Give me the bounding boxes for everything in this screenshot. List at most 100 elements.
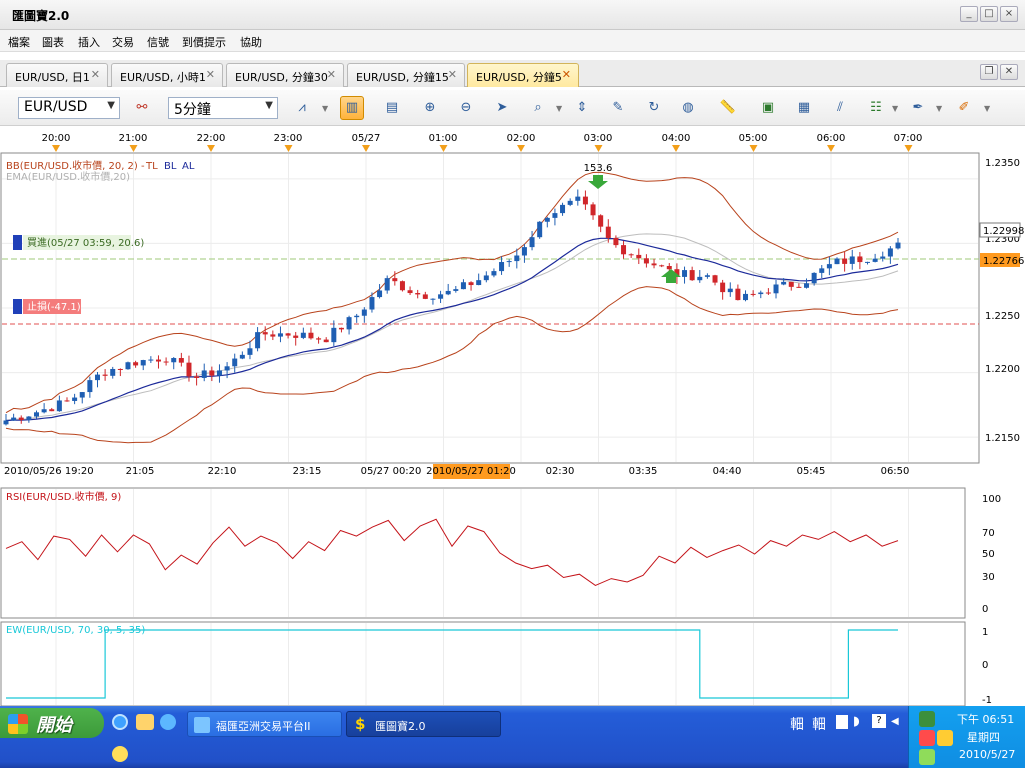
candle-body bbox=[460, 282, 466, 290]
security-icon[interactable] bbox=[919, 730, 935, 746]
fullwidth-icon[interactable] bbox=[836, 715, 848, 729]
candle-body bbox=[377, 290, 383, 298]
task-label: 福匯亞洲交易平台II bbox=[216, 720, 311, 733]
dropdown-arrow-icon[interactable]: ▼ bbox=[556, 104, 563, 113]
dropdown-arrow-icon[interactable]: ▼ bbox=[322, 104, 329, 113]
restore-chart-button[interactable]: ❐ bbox=[980, 64, 998, 80]
ie-icon[interactable] bbox=[112, 714, 128, 730]
time-marker-icon bbox=[129, 145, 138, 152]
buy-arrow-icon[interactable] bbox=[661, 269, 681, 283]
candle-body bbox=[140, 360, 146, 366]
dropdown-arrow-icon[interactable]: ▼ bbox=[936, 104, 943, 113]
stop-loss-label: 止損(-47.1) bbox=[27, 300, 81, 313]
clock-time[interactable]: 下午 06:51 bbox=[957, 713, 1015, 726]
layout-icon[interactable]: ☷ bbox=[870, 100, 882, 115]
help-icon[interactable]: ? bbox=[872, 714, 886, 728]
globe-icon[interactable]: ◍ bbox=[682, 100, 694, 115]
current-price-label: 1.22998 bbox=[983, 226, 1024, 237]
candle-body bbox=[415, 293, 421, 295]
close-icon[interactable]: ✕ bbox=[205, 68, 215, 81]
tab-eurusd-m15[interactable]: EUR/USD, 分鐘15 ✕ bbox=[347, 63, 465, 87]
rsi-axis: 100 70 50 30 0 bbox=[982, 494, 1001, 615]
sell-arrow-icon[interactable] bbox=[588, 175, 608, 189]
menu-chart[interactable]: 圖表 bbox=[42, 36, 64, 49]
menu-alert[interactable]: 到價提示 bbox=[182, 36, 226, 49]
tab-eurusd-d1[interactable]: EUR/USD, 日1 ✕ bbox=[6, 63, 108, 87]
menu-trade[interactable]: 交易 bbox=[112, 36, 134, 49]
maximize-button[interactable]: □ bbox=[980, 6, 998, 22]
punctuation-icon[interactable]: ◗ bbox=[853, 714, 860, 729]
candle-body bbox=[506, 261, 512, 263]
candle-body bbox=[689, 270, 695, 281]
cursor-icon[interactable]: ➤ bbox=[496, 100, 508, 115]
close-icon[interactable]: ✕ bbox=[561, 68, 571, 81]
close-icon[interactable]: ✕ bbox=[326, 68, 336, 81]
tab-eurusd-h1[interactable]: EUR/USD, 小時1 ✕ bbox=[111, 63, 223, 87]
minimize-button[interactable]: _ bbox=[960, 6, 978, 22]
candle-body bbox=[643, 258, 649, 264]
media-icon[interactable] bbox=[112, 746, 128, 762]
alert-icon[interactable] bbox=[937, 730, 953, 746]
chart-area[interactable]: 20:00 21:00 22:00 23:00 05/27 01:00 02:0… bbox=[0, 128, 1025, 706]
candle-body bbox=[857, 256, 863, 263]
stop-marker-icon[interactable] bbox=[13, 299, 22, 314]
zoom-out-icon[interactable]: ⊖ bbox=[460, 100, 472, 115]
messenger-icon[interactable] bbox=[136, 714, 154, 730]
task-trading-platform[interactable]: 福匯亞洲交易平台II bbox=[187, 711, 342, 737]
rsi-line bbox=[5, 518, 899, 586]
tab-label: EUR/USD, 分鐘15 bbox=[356, 71, 449, 84]
task-chart-app[interactable]: $ 匯圖寶2.0 bbox=[346, 711, 501, 737]
menu-help[interactable]: 協助 bbox=[240, 36, 262, 49]
browser-icon[interactable] bbox=[160, 714, 176, 730]
network-icon[interactable] bbox=[919, 711, 935, 727]
ew-legend: EW(EUR/USD, 70, 30, 5, 35) bbox=[6, 625, 145, 636]
crosshair-zoom-icon[interactable]: ⌕ bbox=[534, 100, 542, 115]
refresh-icon[interactable]: ↻ bbox=[648, 100, 660, 115]
menu-file[interactable]: 檔案 bbox=[8, 36, 30, 49]
candle-body bbox=[598, 215, 604, 227]
dropdown-arrow-icon[interactable]: ▼ bbox=[984, 104, 991, 113]
candle-body bbox=[18, 417, 24, 421]
bar-chart-icon[interactable]: ▥ bbox=[340, 96, 364, 120]
candle-body bbox=[110, 368, 116, 376]
time-markers bbox=[52, 145, 913, 152]
brush-icon[interactable]: ✐ bbox=[958, 100, 970, 115]
candle-body bbox=[682, 270, 688, 277]
zoom-in-icon[interactable]: ⊕ bbox=[424, 100, 436, 115]
edit-icon[interactable]: ✎ bbox=[612, 100, 624, 115]
buy-marker-icon[interactable] bbox=[13, 235, 22, 250]
symbol-select[interactable]: EUR/USD ▼ bbox=[18, 97, 120, 119]
close-chart-button[interactable]: ✕ bbox=[1000, 64, 1018, 80]
language-arrow-icon[interactable]: ◀ bbox=[891, 716, 899, 727]
time-label: 02:00 bbox=[507, 133, 536, 144]
move-icon[interactable]: ⇕ bbox=[576, 100, 588, 115]
ew-tick: 1 bbox=[982, 627, 988, 638]
tab-eurusd-m30[interactable]: EUR/USD, 分鐘30 ✕ bbox=[226, 63, 344, 87]
tab-eurusd-m5[interactable]: EUR/USD, 分鐘5 ✕ bbox=[467, 63, 579, 87]
ruler-icon[interactable]: 📏 bbox=[719, 100, 737, 115]
close-icon[interactable]: ✕ bbox=[90, 68, 100, 81]
image-icon[interactable]: ▣ bbox=[761, 100, 775, 115]
time-label: 05/27 00:20 bbox=[361, 466, 422, 477]
menu-insert[interactable]: 插入 bbox=[78, 36, 100, 49]
indicator-icon[interactable]: ⩘ bbox=[298, 100, 306, 115]
close-icon[interactable]: ✕ bbox=[447, 68, 457, 81]
candle-body bbox=[178, 358, 184, 363]
menu-signal[interactable]: 信號 bbox=[147, 36, 169, 49]
remove-symbol-icon[interactable]: ⚯ bbox=[136, 100, 148, 115]
close-button[interactable]: × bbox=[1000, 6, 1018, 22]
time-label: 03:00 bbox=[584, 133, 613, 144]
candle-chart-icon[interactable]: ▤ bbox=[385, 100, 399, 115]
candle-body bbox=[72, 397, 78, 401]
time-label: 07:00 bbox=[894, 133, 923, 144]
pen-icon[interactable]: ✒ bbox=[912, 100, 924, 115]
candle-body bbox=[865, 261, 871, 263]
template-icon[interactable]: ▦ bbox=[797, 100, 811, 115]
dropdown-arrow-icon[interactable]: ▼ bbox=[892, 104, 899, 113]
messenger-status-icon[interactable] bbox=[919, 749, 935, 765]
trend-line-icon[interactable]: ⫽ bbox=[837, 100, 843, 115]
ime-icon[interactable]: 䡒 bbox=[790, 717, 804, 733]
ew-line bbox=[6, 629, 898, 699]
ime-mode-icon[interactable]: 䡒 bbox=[812, 717, 826, 733]
timeframe-select[interactable]: 5分鐘 ▼ bbox=[168, 97, 278, 119]
